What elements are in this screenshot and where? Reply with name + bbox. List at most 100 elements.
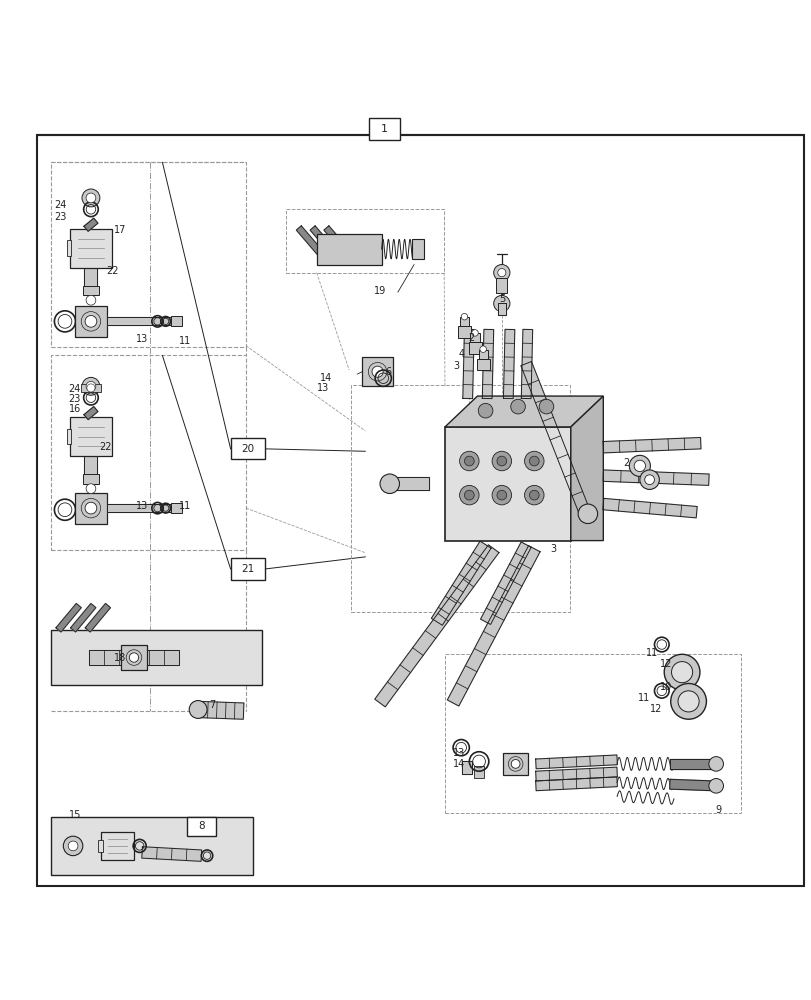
Polygon shape [89, 650, 178, 665]
Polygon shape [570, 396, 603, 541]
Polygon shape [462, 329, 474, 399]
Bar [51, 630, 262, 685]
Polygon shape [482, 329, 493, 399]
Circle shape [86, 381, 96, 391]
Bar [230, 558, 264, 580]
Bar [83, 286, 99, 295]
Text: 11: 11 [178, 336, 191, 346]
Circle shape [189, 701, 207, 718]
Polygon shape [107, 504, 172, 512]
Circle shape [491, 485, 511, 505]
Circle shape [629, 455, 650, 476]
Bar [81, 384, 101, 392]
Polygon shape [296, 226, 325, 259]
Bar [503, 753, 527, 775]
Circle shape [380, 474, 399, 494]
Bar [51, 162, 246, 347]
Polygon shape [497, 303, 505, 315]
Circle shape [493, 265, 509, 281]
Polygon shape [461, 761, 471, 774]
Text: 12: 12 [649, 704, 662, 714]
Polygon shape [520, 362, 590, 514]
Polygon shape [535, 777, 616, 791]
Bar [83, 474, 99, 484]
Circle shape [510, 399, 525, 414]
Polygon shape [535, 767, 616, 781]
Bar [230, 438, 264, 459]
Polygon shape [603, 470, 708, 485]
Circle shape [496, 490, 506, 500]
Circle shape [371, 366, 383, 377]
Text: 24: 24 [54, 200, 67, 210]
Text: 13: 13 [135, 501, 148, 511]
Bar [285, 209, 444, 273]
Circle shape [577, 504, 597, 524]
Bar [444, 427, 570, 541]
Polygon shape [84, 218, 98, 231]
Circle shape [85, 316, 97, 327]
Circle shape [524, 485, 543, 505]
Polygon shape [84, 407, 98, 420]
Bar [457, 326, 470, 338]
Polygon shape [669, 759, 712, 769]
Bar [412, 239, 423, 259]
Bar [468, 342, 481, 354]
Bar [187, 817, 215, 836]
Text: 20: 20 [241, 444, 254, 454]
Circle shape [459, 451, 478, 471]
Polygon shape [396, 477, 428, 490]
Bar [101, 832, 134, 860]
Text: 10: 10 [659, 682, 672, 692]
Text: 7: 7 [209, 700, 216, 710]
Text: 9: 9 [714, 805, 721, 815]
Bar [75, 306, 107, 337]
Bar [478, 350, 487, 359]
Circle shape [464, 490, 474, 500]
Polygon shape [669, 779, 712, 791]
Text: 1: 1 [380, 124, 387, 134]
Text: 8: 8 [198, 821, 204, 831]
Circle shape [491, 451, 511, 471]
Circle shape [524, 451, 543, 471]
Polygon shape [56, 603, 81, 632]
Bar [51, 817, 252, 875]
Circle shape [529, 490, 539, 500]
Circle shape [459, 485, 478, 505]
Circle shape [539, 399, 553, 414]
Text: 6: 6 [384, 367, 391, 377]
Text: 19: 19 [373, 286, 386, 296]
Circle shape [86, 193, 96, 203]
Bar [350, 385, 569, 612]
Polygon shape [521, 329, 532, 399]
Text: 24: 24 [68, 384, 81, 394]
Text: 12: 12 [659, 659, 672, 669]
Circle shape [677, 691, 698, 712]
Circle shape [671, 662, 692, 683]
Bar [470, 333, 479, 342]
Circle shape [68, 841, 78, 851]
Bar [170, 503, 182, 513]
Circle shape [496, 456, 506, 466]
Text: 3: 3 [453, 361, 459, 371]
Circle shape [493, 295, 509, 312]
Polygon shape [602, 498, 697, 518]
Text: 23: 23 [54, 212, 67, 222]
Polygon shape [503, 329, 514, 399]
Text: 11: 11 [645, 648, 658, 658]
Circle shape [464, 456, 474, 466]
Circle shape [82, 189, 100, 207]
Bar [51, 355, 246, 550]
Circle shape [82, 377, 100, 395]
Bar [474, 766, 483, 778]
Text: 16: 16 [68, 404, 81, 414]
Text: 23: 23 [68, 393, 81, 403]
Circle shape [511, 760, 519, 768]
Polygon shape [480, 542, 530, 624]
Text: 14: 14 [320, 373, 333, 383]
Text: 13: 13 [316, 383, 329, 393]
Circle shape [633, 460, 645, 472]
Polygon shape [199, 701, 243, 719]
Polygon shape [324, 226, 353, 259]
Circle shape [86, 484, 96, 494]
Text: 21: 21 [241, 564, 254, 574]
